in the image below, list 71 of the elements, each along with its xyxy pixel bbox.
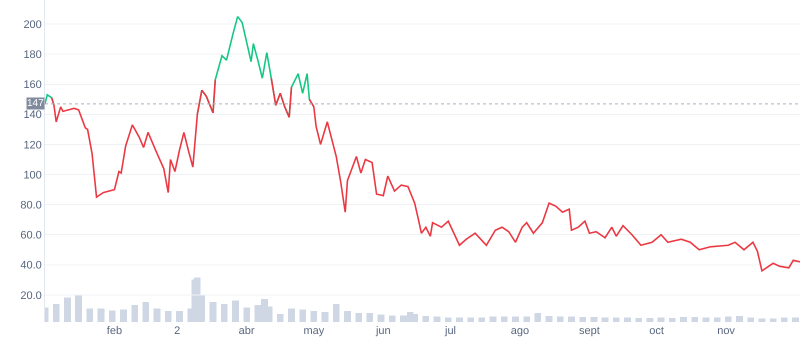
x-tick-label: ago [510, 325, 530, 337]
ref-line-label: 147 [27, 98, 44, 109]
y-tick-label: 180 [23, 49, 42, 62]
x-tick-label: may [303, 325, 325, 337]
bar [210, 302, 216, 322]
bar [288, 308, 295, 322]
bar [500, 316, 508, 322]
y-tick-label: 160 [23, 79, 42, 92]
y-tick-label: 60.0 [20, 230, 42, 242]
bar [680, 317, 687, 322]
y-tick-label: 200 [23, 18, 42, 31]
bar [546, 316, 552, 322]
bar [434, 316, 440, 322]
bar [736, 316, 743, 322]
bar [556, 316, 564, 322]
bar [220, 304, 228, 322]
x-tick-label: sept [579, 325, 600, 337]
y-tick-label: 40.0 [20, 260, 42, 272]
bar [691, 317, 698, 322]
bar [444, 318, 452, 322]
bar [702, 318, 710, 322]
bar [467, 318, 474, 322]
x-tick-label: 2 [174, 325, 180, 337]
bar [366, 313, 374, 322]
bar [602, 318, 608, 322]
x-tick-label: oct [649, 325, 664, 337]
bar [792, 318, 799, 322]
bar [714, 318, 720, 322]
bar [232, 300, 239, 322]
bar [355, 313, 362, 322]
x-tick-label: jul [444, 325, 456, 337]
bar [490, 316, 496, 322]
bar [478, 318, 486, 322]
bar [780, 318, 788, 322]
bar [276, 314, 284, 322]
bar [388, 315, 396, 322]
bar [322, 312, 328, 322]
bar [758, 318, 766, 322]
bar [568, 316, 575, 322]
bar [590, 317, 598, 322]
bar [456, 318, 463, 322]
x-tick-label: abr [238, 325, 255, 337]
y-tick-label: 120 [23, 139, 42, 152]
bar [658, 318, 664, 322]
x-tick-label: nov [717, 325, 736, 337]
y-tick-label: 20.0 [20, 290, 42, 302]
bar [523, 316, 530, 322]
y-tick-label: 100 [23, 169, 42, 182]
bar [770, 318, 776, 322]
bar [612, 318, 620, 322]
bar [668, 318, 676, 322]
y-tick-label: 80.0 [20, 199, 42, 212]
bar [512, 316, 519, 322]
bar [534, 313, 542, 322]
bar [332, 304, 340, 322]
bar [579, 317, 586, 322]
x-tick-label: feb [106, 325, 122, 337]
bar [176, 310, 183, 322]
bar [646, 318, 654, 322]
bar [724, 316, 732, 322]
bar [635, 318, 642, 322]
bar [344, 310, 351, 322]
bar [299, 310, 306, 322]
bar [310, 310, 318, 322]
bar [747, 318, 754, 322]
bar [624, 318, 631, 322]
bar [243, 307, 250, 322]
bar [378, 314, 384, 322]
y-tick-label: 140 [23, 109, 42, 122]
bar [422, 316, 430, 322]
x-tick-label: jun [374, 325, 391, 337]
